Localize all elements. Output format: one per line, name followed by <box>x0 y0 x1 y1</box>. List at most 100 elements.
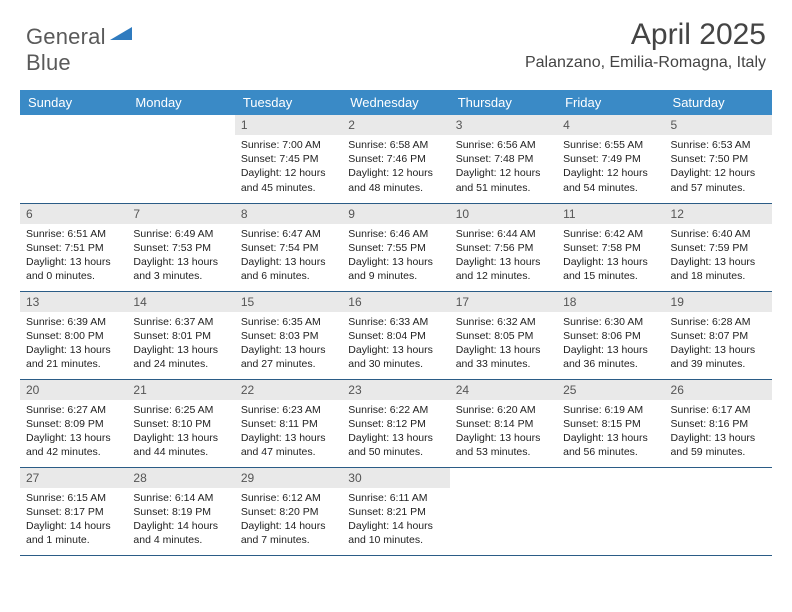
weekday-header: Friday <box>557 90 664 115</box>
calendar-day-cell: 9Sunrise: 6:46 AMSunset: 7:55 PMDaylight… <box>342 203 449 291</box>
daylight-line: Daylight: 13 hours and 3 minutes. <box>133 255 228 283</box>
daylight-line: Daylight: 13 hours and 47 minutes. <box>241 431 336 459</box>
sunrise-line: Sunrise: 6:42 AM <box>563 227 658 241</box>
daylight-line: Daylight: 13 hours and 53 minutes. <box>456 431 551 459</box>
calendar-day-cell: 16Sunrise: 6:33 AMSunset: 8:04 PMDayligh… <box>342 291 449 379</box>
sunset-line: Sunset: 8:17 PM <box>26 505 121 519</box>
day-number: 22 <box>235 380 342 400</box>
sunset-line: Sunset: 8:15 PM <box>563 417 658 431</box>
daylight-line: Daylight: 13 hours and 12 minutes. <box>456 255 551 283</box>
day-body: Sunrise: 6:11 AMSunset: 8:21 PMDaylight:… <box>342 488 449 552</box>
sunrise-line: Sunrise: 6:58 AM <box>348 138 443 152</box>
sunset-line: Sunset: 7:54 PM <box>241 241 336 255</box>
calendar-day-cell <box>20 115 127 203</box>
location: Palanzano, Emilia-Romagna, Italy <box>525 54 766 72</box>
sunrise-line: Sunrise: 6:12 AM <box>241 491 336 505</box>
sunrise-line: Sunrise: 6:35 AM <box>241 315 336 329</box>
day-body: Sunrise: 6:46 AMSunset: 7:55 PMDaylight:… <box>342 224 449 288</box>
daylight-line: Daylight: 13 hours and 15 minutes. <box>563 255 658 283</box>
calendar-day-cell: 8 Sunrise: 6:47 AMSunset: 7:54 PMDaylight… <box>235 203 342 291</box>
sunset-line: Sunset: 8:12 PM <box>348 417 443 431</box>
sunrise-line: Sunrise: 6:39 AM <box>26 315 121 329</box>
sunset-line: Sunset: 7:50 PM <box>671 152 766 166</box>
calendar-day-cell: 4Sunrise: 6:55 AMSunset: 7:49 PMDaylight… <box>557 115 664 203</box>
daylight-line: Daylight: 12 hours and 45 minutes. <box>241 166 336 194</box>
calendar-week-row: 6Sunrise: 6:51 AMSunset: 7:51 PMDaylight… <box>20 203 772 291</box>
calendar-day-cell <box>665 467 772 555</box>
daylight-line: Daylight: 14 hours and 7 minutes. <box>241 519 336 547</box>
sunrise-line: Sunrise: 7:00 AM <box>241 138 336 152</box>
day-number: 4 <box>557 115 664 135</box>
header: General Blue April 2025 Palanzano, Emili… <box>20 18 772 84</box>
calendar-day-cell: 23Sunrise: 6:22 AMSunset: 8:12 PMDayligh… <box>342 379 449 467</box>
sunset-line: Sunset: 8:21 PM <box>348 505 443 519</box>
daylight-line: Daylight: 12 hours and 54 minutes. <box>563 166 658 194</box>
daylight-line: Daylight: 13 hours and 50 minutes. <box>348 431 443 459</box>
day-number: 8 <box>235 204 342 224</box>
sunset-line: Sunset: 7:46 PM <box>348 152 443 166</box>
daylight-line: Daylight: 13 hours and 56 minutes. <box>563 431 658 459</box>
calendar-day-cell: 3Sunrise: 6:56 AMSunset: 7:48 PMDaylight… <box>450 115 557 203</box>
sunrise-line: Sunrise: 6:55 AM <box>563 138 658 152</box>
calendar-day-cell: 6Sunrise: 6:51 AMSunset: 7:51 PMDaylight… <box>20 203 127 291</box>
day-body: Sunrise: 6:33 AMSunset: 8:04 PMDaylight:… <box>342 312 449 376</box>
daylight-line: Daylight: 13 hours and 24 minutes. <box>133 343 228 371</box>
calendar-week-row: 20Sunrise: 6:27 AMSunset: 8:09 PMDayligh… <box>20 379 772 467</box>
sunrise-line: Sunrise: 6:14 AM <box>133 491 228 505</box>
day-body: Sunrise: 6:15 AMSunset: 8:17 PMDaylight:… <box>20 488 127 552</box>
daylight-line: Daylight: 13 hours and 9 minutes. <box>348 255 443 283</box>
day-number: 7 <box>127 204 234 224</box>
sunrise-line: Sunrise: 6:53 AM <box>671 138 766 152</box>
calendar-day-cell <box>557 467 664 555</box>
daylight-line: Daylight: 13 hours and 27 minutes. <box>241 343 336 371</box>
daylight-line: Daylight: 12 hours and 57 minutes. <box>671 166 766 194</box>
day-body: Sunrise: 6:28 AMSunset: 8:07 PMDaylight:… <box>665 312 772 376</box>
sunrise-line: Sunrise: 6:19 AM <box>563 403 658 417</box>
daylight-line: Daylight: 13 hours and 39 minutes. <box>671 343 766 371</box>
day-number: 16 <box>342 292 449 312</box>
sunset-line: Sunset: 7:53 PM <box>133 241 228 255</box>
calendar-day-cell: 14Sunrise: 6:37 AMSunset: 8:01 PMDayligh… <box>127 291 234 379</box>
sunrise-line: Sunrise: 6:51 AM <box>26 227 121 241</box>
day-body: Sunrise: 6:51 AMSunset: 7:51 PMDaylight:… <box>20 224 127 288</box>
day-number: 24 <box>450 380 557 400</box>
calendar-day-cell: 29Sunrise: 6:12 AMSunset: 8:20 PMDayligh… <box>235 467 342 555</box>
weekday-header-row: Sunday Monday Tuesday Wednesday Thursday… <box>20 90 772 115</box>
day-body: Sunrise: 7:00 AMSunset: 7:45 PMDaylight:… <box>235 135 342 199</box>
daylight-line: Daylight: 14 hours and 1 minute. <box>26 519 121 547</box>
sunset-line: Sunset: 7:55 PM <box>348 241 443 255</box>
day-body: Sunrise: 6:56 AMSunset: 7:48 PMDaylight:… <box>450 135 557 199</box>
sunrise-line: Sunrise: 6:28 AM <box>671 315 766 329</box>
calendar-day-cell: 28Sunrise: 6:14 AMSunset: 8:19 PMDayligh… <box>127 467 234 555</box>
sunset-line: Sunset: 8:07 PM <box>671 329 766 343</box>
sunrise-line: Sunrise: 6:27 AM <box>26 403 121 417</box>
sunrise-line: Sunrise: 6:47 AM <box>241 227 336 241</box>
day-body: Sunrise: 6:40 AMSunset: 7:59 PMDaylight:… <box>665 224 772 288</box>
title-block: April 2025 Palanzano, Emilia-Romagna, It… <box>525 18 766 72</box>
day-body: Sunrise: 6:22 AMSunset: 8:12 PMDaylight:… <box>342 400 449 464</box>
day-body: Sunrise: 6:25 AMSunset: 8:10 PMDaylight:… <box>127 400 234 464</box>
calendar-day-cell: 5Sunrise: 6:53 AMSunset: 7:50 PMDaylight… <box>665 115 772 203</box>
daylight-line: Daylight: 14 hours and 4 minutes. <box>133 519 228 547</box>
sunset-line: Sunset: 8:14 PM <box>456 417 551 431</box>
sunrise-line: Sunrise: 6:20 AM <box>456 403 551 417</box>
day-body: Sunrise: 6:19 AMSunset: 8:15 PMDaylight:… <box>557 400 664 464</box>
calendar-day-cell: 25Sunrise: 6:19 AMSunset: 8:15 PMDayligh… <box>557 379 664 467</box>
logo: General Blue <box>26 18 132 76</box>
daylight-line: Daylight: 13 hours and 33 minutes. <box>456 343 551 371</box>
day-body: Sunrise: 6:14 AMSunset: 8:19 PMDaylight:… <box>127 488 234 552</box>
daylight-line: Daylight: 13 hours and 6 minutes. <box>241 255 336 283</box>
daylight-line: Daylight: 13 hours and 59 minutes. <box>671 431 766 459</box>
calendar-day-cell: 17Sunrise: 6:32 AMSunset: 8:05 PMDayligh… <box>450 291 557 379</box>
day-number: 6 <box>20 204 127 224</box>
day-number: 30 <box>342 468 449 488</box>
logo-triangle-icon <box>110 24 132 45</box>
day-number: 17 <box>450 292 557 312</box>
calendar-day-cell: 24 Sunrise: 6:20 AMSunset: 8:14 PMDayligh… <box>450 379 557 467</box>
day-body: Sunrise: 6:35 AMSunset: 8:03 PMDaylight:… <box>235 312 342 376</box>
sunset-line: Sunset: 8:05 PM <box>456 329 551 343</box>
daylight-line: Daylight: 13 hours and 18 minutes. <box>671 255 766 283</box>
calendar-day-cell: 19Sunrise: 6:28 AMSunset: 8:07 PMDayligh… <box>665 291 772 379</box>
day-number: 3 <box>450 115 557 135</box>
weekday-header: Tuesday <box>235 90 342 115</box>
